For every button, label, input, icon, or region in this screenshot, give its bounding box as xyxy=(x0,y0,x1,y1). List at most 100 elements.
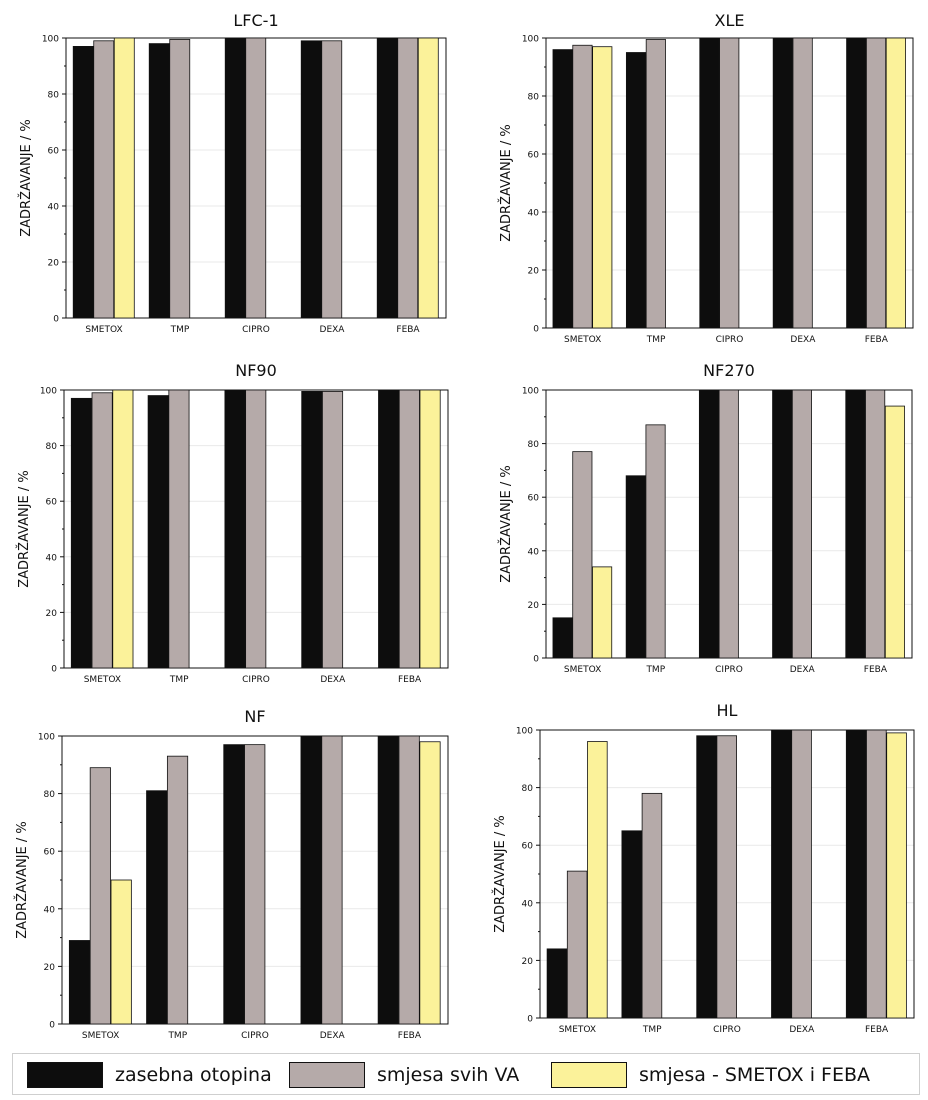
bar-smetox-feba-smetox xyxy=(113,37,135,319)
y-tick-label: 40 xyxy=(528,547,540,557)
y-axis-label: ZADRŽAVANJE / % xyxy=(498,465,514,583)
bar-zasebna-tmp xyxy=(148,43,170,319)
y-tick-label: 60 xyxy=(48,147,60,157)
x-tick-label: TMP xyxy=(642,1025,662,1035)
y-tick-label: 80 xyxy=(528,93,540,103)
y-tick-label: 0 xyxy=(533,325,539,335)
bar-svih-feba xyxy=(398,389,420,669)
y-tick-label: 20 xyxy=(528,267,540,277)
bar-zasebna-cipro xyxy=(224,37,246,319)
y-axis-label: ZADRŽAVANJE / % xyxy=(492,815,508,933)
x-tick-label: FEBA xyxy=(398,1031,422,1041)
x-tick-label: CIPRO xyxy=(716,335,744,345)
bar-zasebna-cipro xyxy=(698,389,720,659)
chart-title: LFC-1 xyxy=(233,11,278,30)
bar-zasebna-smetox xyxy=(68,940,91,1025)
bar-svih-smetox xyxy=(572,451,593,659)
bar-zasebna-feba xyxy=(378,389,400,669)
x-tick-label: SMETOX xyxy=(564,665,601,675)
bar-smetox-feba-smetox xyxy=(110,879,132,1025)
bar-zasebna-feba xyxy=(377,735,399,1025)
bar-zasebna-cipro xyxy=(223,744,245,1025)
y-axis-label: ZADRŽAVANJE / % xyxy=(14,821,30,939)
chart-svg: HL 0 20 40 60 80 100 SMETOX TMP CIPRO DEXA FEBA ZADR… xyxy=(492,701,915,1035)
legend-swatch-zasebna xyxy=(27,1062,103,1088)
bar-smetox-feba-feba xyxy=(417,37,439,319)
x-tick-label: TMP xyxy=(645,665,665,675)
chart-panel-lfc-1: LFC-1 0 20 40 60 80 100 SMETOX TMP CIPRO DEXA FEBA Z… xyxy=(8,11,458,342)
x-tick-label: TMP xyxy=(170,325,190,335)
legend-item-smetox-feba: smjesa - SMETOX i FEBA xyxy=(551,1060,870,1090)
y-axis-label: ZADRŽAVANJE / % xyxy=(498,124,514,242)
bar-zasebna-dexa xyxy=(300,735,322,1025)
x-tick-label: DEXA xyxy=(790,665,816,675)
y-tick-label: 40 xyxy=(44,905,56,915)
bar-svih-smetox xyxy=(91,392,113,669)
chart-title: NF270 xyxy=(703,361,755,380)
x-tick-label: CIPRO xyxy=(242,325,270,335)
y-tick-label: 80 xyxy=(522,784,534,794)
x-tick-label: DEXA xyxy=(789,1025,815,1035)
bar-svih-tmp xyxy=(166,755,189,1025)
x-tick-label: DEXA xyxy=(320,325,346,335)
bar-zasebna-feba xyxy=(845,729,867,1019)
bar-svih-cipro xyxy=(716,735,737,1019)
bar-zasebna-tmp xyxy=(621,830,643,1019)
legend-label-zasebna: zasebna otopina xyxy=(115,1064,272,1086)
bar-smetox-feba-feba xyxy=(885,37,906,329)
bar-svih-feba xyxy=(397,37,419,319)
bar-zasebna-smetox xyxy=(552,617,573,659)
bar-svih-smetox xyxy=(93,40,115,319)
x-tick-label: FEBA xyxy=(396,325,420,335)
bar-svih-cipro xyxy=(244,744,266,1025)
bar-smetox-feba-smetox xyxy=(112,389,134,669)
bar-svih-dexa xyxy=(321,40,343,319)
bar-zasebna-tmp xyxy=(146,790,168,1025)
y-tick-label: 20 xyxy=(528,601,540,611)
y-tick-label: 60 xyxy=(46,498,58,508)
y-tick-label: 100 xyxy=(40,387,57,397)
x-tick-label: FEBA xyxy=(865,1025,889,1035)
legend-item-zasebna: zasebna otopina xyxy=(27,1060,272,1090)
bar-svih-cipro xyxy=(719,37,740,329)
chart-svg: LFC-1 0 20 40 60 80 100 SMETOX TMP CIPRO DEXA FEBA Z… xyxy=(18,11,447,335)
bar-smetox-feba-smetox xyxy=(592,566,613,659)
bar-zasebna-dexa xyxy=(300,40,322,319)
y-tick-label: 60 xyxy=(44,848,56,858)
bar-smetox-feba-smetox xyxy=(592,46,613,329)
y-tick-label: 100 xyxy=(522,35,539,45)
bar-zasebna-cipro xyxy=(699,37,720,329)
bar-svih-smetox xyxy=(566,870,588,1019)
bar-svih-smetox xyxy=(89,767,111,1025)
chart-panel-nf: NF 0 20 40 60 80 100 SMETOX TMP CIPRO DEXA FEBA ZADR… xyxy=(6,707,458,1048)
bar-zasebna-smetox xyxy=(552,49,573,329)
x-tick-label: SMETOX xyxy=(82,1031,119,1041)
chart-panel-hl: HL 0 20 40 60 80 100 SMETOX TMP CIPRO DEXA FEBA ZADR… xyxy=(480,701,924,1042)
bar-zasebna-feba xyxy=(845,389,866,659)
y-tick-label: 60 xyxy=(528,494,540,504)
x-tick-label: TMP xyxy=(646,335,666,345)
x-tick-label: TMP xyxy=(167,1031,187,1041)
bar-smetox-feba-feba xyxy=(419,389,441,669)
bar-svih-tmp xyxy=(645,39,666,329)
bar-svih-dexa xyxy=(792,37,813,329)
bar-svih-tmp xyxy=(641,792,663,1019)
bar-zasebna-tmp xyxy=(147,395,169,669)
x-tick-label: DEXA xyxy=(320,1031,346,1041)
x-tick-label: FEBA xyxy=(865,335,889,345)
bar-zasebna-feba xyxy=(376,37,398,319)
bar-svih-dexa xyxy=(322,390,344,669)
chart-svg: NF270 0 20 40 60 80 100 SMETOX TMP CIPRO DEXA FEBA Z… xyxy=(498,361,913,675)
y-tick-label: 100 xyxy=(522,387,539,397)
bar-svih-cipro xyxy=(718,389,739,659)
legend-label-smetox-feba: smjesa - SMETOX i FEBA xyxy=(639,1064,870,1086)
y-tick-label: 0 xyxy=(53,315,59,325)
bar-zasebna-smetox xyxy=(70,397,92,669)
bar-svih-feba xyxy=(865,389,886,659)
y-tick-label: 80 xyxy=(46,442,58,452)
bar-zasebna-cipro xyxy=(224,389,246,669)
x-tick-label: CIPRO xyxy=(242,675,270,685)
y-tick-label: 40 xyxy=(48,203,60,213)
bar-svih-dexa xyxy=(791,389,812,659)
bar-smetox-feba-feba xyxy=(886,732,907,1019)
